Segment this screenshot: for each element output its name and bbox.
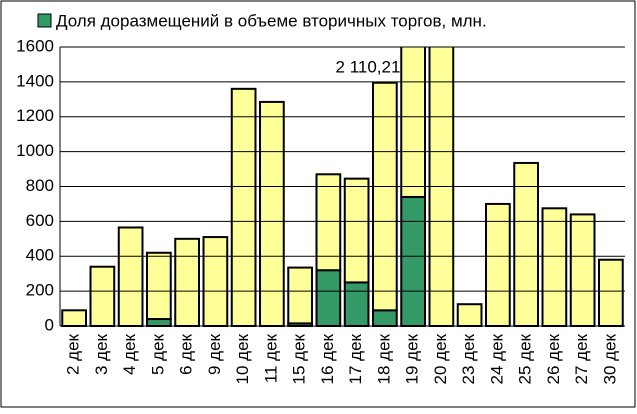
x-tick-label: 19 дек [403, 333, 422, 384]
x-tick-label: 26 дек [544, 333, 563, 384]
bar-segment [541, 207, 568, 327]
x-tick-label: 2 дек [64, 333, 83, 375]
y-tick-label: 200 [26, 281, 54, 300]
y-tick-label: 600 [26, 211, 54, 230]
bar-segment [174, 237, 200, 327]
bar-segment [315, 173, 342, 272]
x-tick-label: 11 дек [261, 333, 280, 383]
bar-segment [456, 303, 483, 327]
x-tick-label: 20 дек [431, 333, 450, 384]
y-tick-label: 0 [45, 315, 54, 334]
bar-segment [89, 265, 116, 327]
y-tick-label: 1000 [16, 141, 54, 160]
bar-segment [230, 87, 257, 327]
bar-segment [569, 213, 596, 327]
bar-segment [287, 266, 313, 325]
bar-segment [485, 202, 511, 327]
x-tick-label: 27 дек [572, 333, 591, 384]
y-tick-label: 1600 [16, 36, 54, 55]
y-tick-label: 400 [26, 246, 54, 265]
annotation: 2 110,21 [336, 57, 401, 76]
x-tick-label: 5 дек [148, 333, 167, 375]
x-tick-label: 25 дек [516, 333, 535, 384]
x-tick-label: 18 дек [374, 333, 393, 384]
x-tick-label: 10 дек [233, 333, 252, 384]
x-tick-label: 30 дек [600, 333, 619, 384]
bar-segment [146, 318, 172, 327]
bar-segment [400, 195, 426, 327]
x-tick-label: 3 дек [92, 333, 111, 375]
x-tick-label: 16 дек [318, 333, 337, 384]
y-tick-label: 1200 [16, 106, 54, 125]
bar-segment [259, 100, 285, 327]
bar-segment [343, 177, 370, 284]
bar-segment [202, 236, 229, 328]
bar-segment [598, 258, 624, 327]
x-tick-label: 24 дек [487, 333, 506, 384]
bar-segment [146, 251, 172, 321]
bar-segment [61, 309, 87, 327]
y-tick-label: 800 [26, 176, 54, 195]
bar-segment [372, 309, 398, 327]
x-tick-label: 15 дек [290, 333, 309, 384]
legend-swatch [37, 13, 52, 28]
bar-segment [400, 47, 426, 198]
bar-segment [117, 226, 144, 327]
bar-segment [343, 281, 370, 327]
bar-segment [513, 161, 539, 327]
bar-segment [372, 81, 398, 312]
x-tick-label: 17 дек [346, 333, 365, 384]
legend-label: Доля доразмещений в объеме вторичных тор… [56, 11, 487, 30]
x-tick-label: 23 дек [459, 333, 478, 384]
bar-segment [315, 269, 342, 328]
x-tick-label: 4 дек [120, 333, 139, 375]
x-tick-label: 9 дек [205, 333, 224, 375]
y-tick-label: 1400 [16, 71, 54, 90]
x-tick-label: 6 дек [177, 333, 196, 375]
